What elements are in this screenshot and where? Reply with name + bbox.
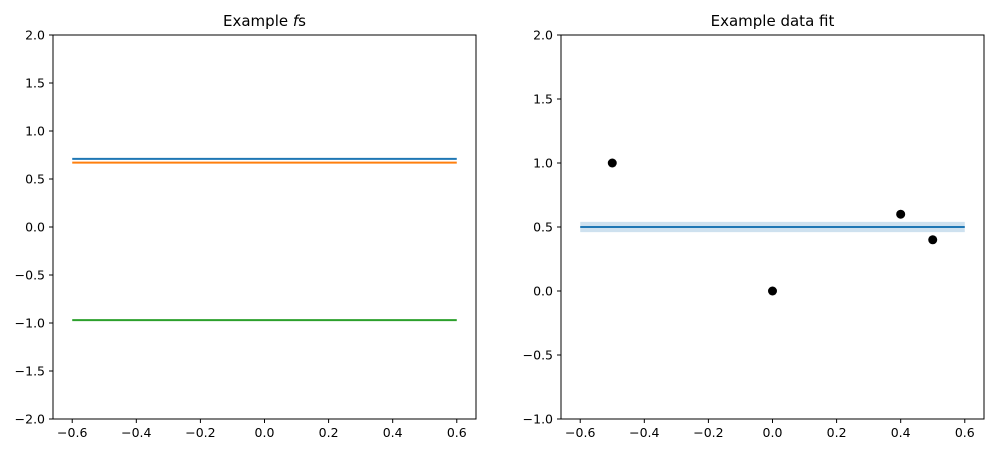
right-chart-data-point (768, 286, 777, 296)
left-chart-y-tick-label: 1.0 (25, 124, 45, 139)
right-chart-y-tick-label: 1.5 (533, 92, 553, 107)
left-chart-y-tick-label: 2.0 (25, 28, 45, 43)
right-chart-title: Example data fit (711, 12, 835, 30)
left-chart-title: Example fs (223, 12, 306, 30)
right-chart-data-point (928, 235, 938, 245)
right-chart-series-group (580, 158, 965, 296)
left-chart-x-tick-label: −0.4 (121, 425, 151, 440)
left-chart-y-tick-label: −1.5 (15, 364, 45, 379)
left-chart-x-tick-label: 0.4 (383, 425, 403, 440)
right-chart-y-axis: −1.0 −0.5 0.0 0.5 1.0 1.5 2.0 (523, 28, 561, 427)
right-chart-y-tick-label: 0.0 (533, 284, 553, 299)
right-chart-x-tick-label: 0.2 (827, 425, 847, 440)
left-chart-y-tick-label: −1.0 (15, 316, 45, 331)
left-chart-x-tick-label: −0.6 (57, 425, 87, 440)
right-chart-x-tick-label: −0.4 (629, 425, 659, 440)
right-chart-x-tick-label: −0.2 (693, 425, 723, 440)
left-chart-y-tick-label: −2.0 (15, 412, 45, 427)
right-chart-x-tick-label: 0.0 (763, 425, 783, 440)
left-chart-x-tick-label: 0.6 (447, 425, 467, 440)
right-chart-data-point (896, 209, 906, 219)
right-chart-x-tick-label: 0.6 (955, 425, 975, 440)
left-chart-y-axis: −2.0 −1.5 −1.0 −0.5 0.0 0.5 1.0 1.5 2.0 (15, 28, 53, 427)
right-chart-y-tick-label: 0.5 (533, 220, 553, 235)
left-chart-x-tick-label: −0.2 (185, 425, 215, 440)
right-chart-x-axis: −0.6 −0.4 −0.2 0.0 0.2 0.4 0.6 (565, 419, 975, 440)
right-chart-x-tick-label: −0.6 (565, 425, 595, 440)
left-chart-panel: Example fs −0.6 −0.4 −0.2 0.0 0.2 0.4 0.6 −2.0… (15, 12, 477, 440)
left-chart-y-tick-label: 0.5 (25, 172, 45, 187)
right-chart-y-tick-label: 1.0 (533, 156, 553, 171)
right-chart-y-tick-label: −0.5 (523, 348, 553, 363)
left-chart-x-tick-label: 0.0 (255, 425, 275, 440)
right-chart-data-point (607, 158, 617, 168)
left-chart-plot-area (52, 34, 477, 420)
left-chart-y-tick-label: 1.5 (25, 76, 45, 91)
right-chart-x-tick-label: 0.4 (891, 425, 911, 440)
left-chart-x-axis: −0.6 −0.4 −0.2 0.0 0.2 0.4 0.6 (57, 419, 467, 440)
left-chart-series-group (72, 157, 457, 322)
right-chart-y-tick-label: −1.0 (523, 412, 553, 427)
left-chart-y-tick-label: −0.5 (15, 268, 45, 283)
right-chart-y-tick-label: 2.0 (533, 28, 553, 43)
left-chart-y-tick-label: 0.0 (25, 220, 45, 235)
right-chart-panel: Example data fit −0.6 −0.4 −0.2 0.0 0.2 0.4 0.… (523, 12, 985, 440)
left-chart-x-tick-label: 0.2 (319, 425, 339, 440)
